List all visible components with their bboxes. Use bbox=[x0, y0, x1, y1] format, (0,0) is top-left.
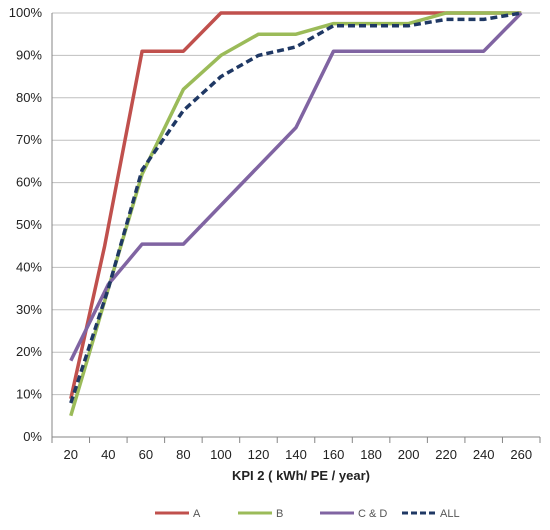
y-tick-label: 80% bbox=[16, 90, 42, 105]
y-tick-label: 70% bbox=[16, 132, 42, 147]
x-tick-label: 20 bbox=[64, 447, 78, 462]
y-tick-label: 10% bbox=[16, 387, 42, 402]
y-tick-label: 100% bbox=[9, 5, 43, 20]
legend-label-c-d: C & D bbox=[358, 508, 387, 520]
grid-layer bbox=[52, 12, 540, 438]
x-tick-label: 80 bbox=[176, 447, 190, 462]
x-tick-label: 260 bbox=[510, 447, 532, 462]
y-tick-label: 0% bbox=[23, 429, 42, 444]
y-tick-label: 30% bbox=[16, 302, 42, 317]
x-axis-title: KPI 2 ( kWh/ PE / year) bbox=[232, 468, 370, 483]
y-tick-label: 40% bbox=[16, 259, 42, 274]
series-line-a bbox=[69, 11, 522, 400]
x-tick-label: 100 bbox=[210, 447, 232, 462]
x-tick-label: 200 bbox=[398, 447, 420, 462]
y-tick-label: 90% bbox=[16, 47, 42, 62]
y-tick-label: 50% bbox=[16, 217, 42, 232]
legend-label-all: ALL bbox=[440, 508, 460, 520]
legend-label-b: B bbox=[276, 508, 283, 520]
x-tick-label: 40 bbox=[101, 447, 115, 462]
x-tick-label: 120 bbox=[248, 447, 270, 462]
series-line-all bbox=[69, 11, 522, 404]
x-tick-label: 140 bbox=[285, 447, 307, 462]
x-tick-label: 180 bbox=[360, 447, 382, 462]
legend-label-a: A bbox=[193, 508, 201, 520]
y-tick-label: 20% bbox=[16, 344, 42, 359]
axis-layer: 0% 10% 20% 30% 40% 50% 60% 70% 80% 90% 100% 20 40 60 8… bbox=[9, 5, 541, 462]
x-tick-label: 220 bbox=[435, 447, 457, 462]
legend: A B C & D ALL bbox=[155, 508, 460, 520]
series-layer bbox=[69, 11, 523, 417]
y-tick-label: 60% bbox=[16, 175, 42, 190]
x-tick-label: 160 bbox=[323, 447, 345, 462]
x-tick-label: 60 bbox=[139, 447, 153, 462]
x-tick-label: 240 bbox=[473, 447, 495, 462]
series-line-c-d bbox=[69, 11, 523, 362]
